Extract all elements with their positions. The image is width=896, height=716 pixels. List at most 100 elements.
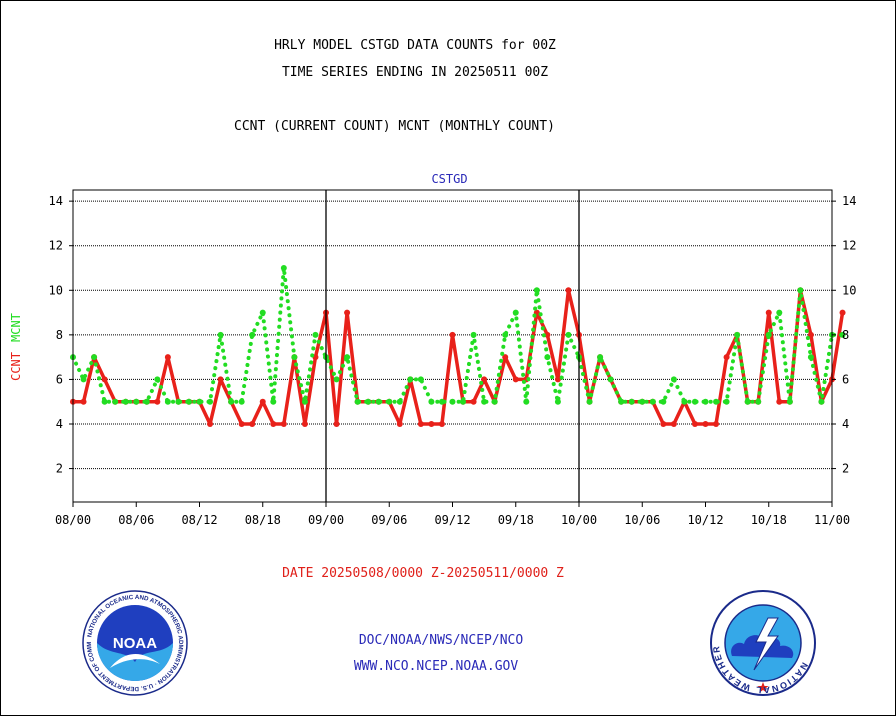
chart-title-line-1: HRLY MODEL CSTGD DATA COUNTS for 00Z xyxy=(274,38,556,53)
chart-title-line-2: TIME SERIES ENDING IN 20250511 00Z xyxy=(281,65,549,80)
x-tick-label: 09/00 xyxy=(308,513,344,527)
point-mcnt xyxy=(512,309,519,316)
x-tick-label: 10/18 xyxy=(751,513,787,527)
point-mcnt xyxy=(533,287,540,294)
point-mcnt xyxy=(291,354,298,361)
point-mcnt xyxy=(649,398,656,405)
point-ccnt xyxy=(554,376,561,383)
point-mcnt xyxy=(396,398,403,405)
point-ccnt xyxy=(164,354,171,361)
point-mcnt xyxy=(112,398,119,405)
y-tick-left-10: 10 xyxy=(49,283,63,297)
point-ccnt xyxy=(481,376,488,383)
point-ccnt xyxy=(333,421,340,427)
point-ccnt xyxy=(512,376,519,383)
y-tick-left-14: 14 xyxy=(49,194,63,208)
y-tick-left-2: 2 xyxy=(56,462,63,476)
point-mcnt xyxy=(607,376,614,383)
point-ccnt xyxy=(344,309,351,316)
point-mcnt xyxy=(438,398,445,405)
point-mcnt xyxy=(101,398,108,405)
point-mcnt xyxy=(407,376,414,383)
point-mcnt xyxy=(723,398,730,405)
point-ccnt xyxy=(217,376,224,383)
x-tick-label: 08/00 xyxy=(55,513,91,527)
chart-subtitle: CCNT (CURRENT COUNT) MCNT (MONTHLY COUNT… xyxy=(234,119,555,134)
series-mcnt xyxy=(70,265,846,405)
point-ccnt xyxy=(702,421,709,427)
point-ccnt xyxy=(713,421,720,427)
point-mcnt xyxy=(755,398,762,405)
point-mcnt xyxy=(238,398,245,405)
point-ccnt xyxy=(101,376,108,383)
point-mcnt xyxy=(122,398,129,405)
website-label: WWW.NCO.NCEP.NOAA.GOV xyxy=(353,659,519,674)
point-ccnt xyxy=(154,398,161,405)
point-ccnt xyxy=(301,421,308,427)
point-mcnt xyxy=(196,398,203,405)
point-mcnt xyxy=(681,398,688,405)
point-mcnt xyxy=(502,331,509,338)
y-axis-label-ccnt: CCNT xyxy=(9,352,23,381)
point-mcnt xyxy=(702,398,709,405)
point-ccnt xyxy=(660,421,667,427)
point-mcnt xyxy=(375,398,382,405)
x-tick-label: 09/12 xyxy=(434,513,470,527)
x-tick-label: 10/00 xyxy=(561,513,597,527)
point-ccnt xyxy=(396,421,403,427)
y-tick-right-10: 10 xyxy=(842,283,856,297)
y-tick-right-12: 12 xyxy=(842,239,856,253)
point-ccnt xyxy=(544,331,551,338)
y-tick-right-8: 8 xyxy=(842,328,849,342)
point-mcnt xyxy=(428,398,435,405)
point-mcnt xyxy=(80,376,87,383)
point-mcnt xyxy=(597,354,604,361)
x-tick-label: 08/06 xyxy=(118,513,154,527)
point-ccnt xyxy=(238,421,245,427)
point-mcnt xyxy=(175,398,182,405)
y-tick-left-8: 8 xyxy=(56,328,63,342)
point-mcnt xyxy=(839,331,846,338)
point-mcnt xyxy=(544,354,551,361)
x-tick-label: 10/06 xyxy=(624,513,660,527)
point-ccnt xyxy=(765,309,772,316)
axis-labels: 2 2 4 4 6 6 8 8 10 10 12 12 14 14 08/00 08/06 08/12 08/18… xyxy=(9,172,856,527)
point-mcnt xyxy=(270,398,277,405)
org-label: DOC/NOAA/NWS/NCEP/NCO xyxy=(358,633,524,648)
x-tick-label: 08/12 xyxy=(181,513,217,527)
point-ccnt xyxy=(723,354,730,361)
point-mcnt xyxy=(417,376,424,383)
point-ccnt xyxy=(691,421,698,427)
point-ccnt xyxy=(670,421,677,427)
axes xyxy=(69,189,836,507)
point-mcnt xyxy=(312,331,319,338)
point-mcnt xyxy=(460,398,467,405)
point-ccnt xyxy=(776,398,783,405)
point-mcnt xyxy=(228,398,235,405)
panel-title: CSTGD xyxy=(431,172,467,186)
point-mcnt xyxy=(628,398,635,405)
point-mcnt xyxy=(807,354,814,361)
point-mcnt xyxy=(301,398,308,405)
point-mcnt xyxy=(217,331,224,338)
point-mcnt xyxy=(354,398,361,405)
x-tick-label: 08/18 xyxy=(245,513,281,527)
point-mcnt xyxy=(143,398,150,405)
point-mcnt xyxy=(670,376,677,383)
point-mcnt xyxy=(786,398,793,405)
x-tick-label: 09/18 xyxy=(498,513,534,527)
point-mcnt xyxy=(185,398,192,405)
point-mcnt xyxy=(639,398,646,405)
nws-logo-icon: NATIONAL WEATHER SERVICE xyxy=(708,590,816,696)
point-mcnt xyxy=(133,398,140,405)
point-mcnt xyxy=(713,398,720,405)
point-ccnt xyxy=(565,287,572,294)
point-mcnt xyxy=(523,398,530,405)
x-tick-label: 11/00 xyxy=(814,513,850,527)
point-ccnt xyxy=(280,421,287,427)
point-ccnt xyxy=(80,398,87,405)
point-mcnt xyxy=(449,398,456,405)
point-ccnt xyxy=(207,421,214,427)
point-ccnt xyxy=(807,331,814,338)
noaa-logo-icon: NOAA NATIONAL OCEANIC AND ATMOSPHERIC AD… xyxy=(80,590,188,696)
